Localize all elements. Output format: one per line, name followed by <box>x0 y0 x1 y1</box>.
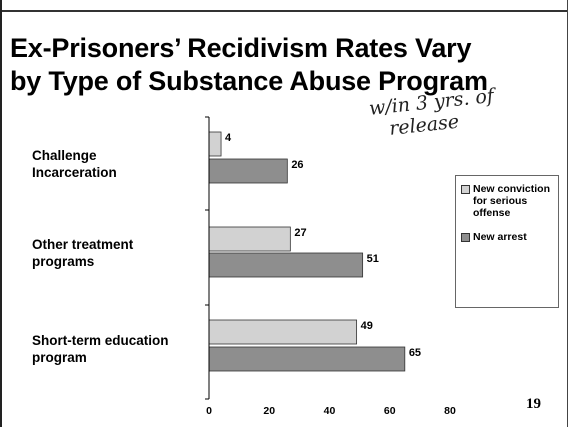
value-label-new-arrest-challenge-incarceration: 26 <box>291 159 303 171</box>
legend-line: New conviction <box>473 183 551 195</box>
legend-swatch-new-arrest <box>461 233 470 242</box>
bar-new-conviction-other-treatment-programs <box>208 226 291 252</box>
bar-new-arrest-short-term-education-program <box>208 346 406 372</box>
category-label-other-treatment-programs: programs <box>32 254 94 269</box>
category-label-other-treatment-programs: Other treatment <box>32 237 134 252</box>
title-line-1: Ex-Prisoners’ Recidivism Rates Vary <box>10 33 472 63</box>
value-label-new-conviction-other-treatment-programs: 27 <box>294 227 306 239</box>
legend-label-new-arrest: New arrest <box>473 231 527 243</box>
x-tick-label-80: 80 <box>444 405 456 417</box>
value-label-new-conviction-challenge-incarceration: 4 <box>225 132 232 144</box>
x-tick-label-60: 60 <box>384 405 396 417</box>
category-label-short-term-education-program: Short-term education <box>32 333 169 348</box>
chart-title: Ex-Prisoners’ Recidivism Rates Vary by T… <box>10 32 566 98</box>
chart-legend: New conviction for serious offense New a… <box>455 175 559 308</box>
legend-line: offense <box>473 207 511 219</box>
x-tick-label-20: 20 <box>263 405 275 417</box>
bar-new-arrest-challenge-incarceration <box>208 158 288 184</box>
category-label-short-term-education-program: program <box>32 350 87 365</box>
legend-item-new-arrest: New arrest <box>461 231 554 243</box>
x-tick-label-40: 40 <box>324 405 336 417</box>
title-line-2: by Type of Substance Abuse Program <box>10 66 488 96</box>
value-label-new-arrest-other-treatment-programs: 51 <box>367 253 379 265</box>
legend-swatch-new-conviction <box>461 185 470 194</box>
legend-line: for serious <box>473 195 528 207</box>
category-label-challenge-incarceration: Incarceration <box>32 165 117 180</box>
x-tick-label-0: 0 <box>206 405 212 417</box>
bar-new-arrest-other-treatment-programs <box>208 252 364 278</box>
top-rule <box>2 10 567 12</box>
bar-new-conviction-short-term-education-program <box>208 319 358 345</box>
bar-new-conviction-challenge-incarceration <box>208 131 222 157</box>
page-number: 19 <box>526 396 541 412</box>
value-label-new-arrest-short-term-education-program: 65 <box>409 347 421 359</box>
value-label-new-conviction-short-term-education-program: 49 <box>361 320 373 332</box>
category-label-challenge-incarceration: Challenge <box>32 148 97 163</box>
legend-label-new-conviction: New conviction for serious offense <box>473 183 550 219</box>
legend-item-new-conviction: New conviction for serious offense <box>461 183 554 219</box>
